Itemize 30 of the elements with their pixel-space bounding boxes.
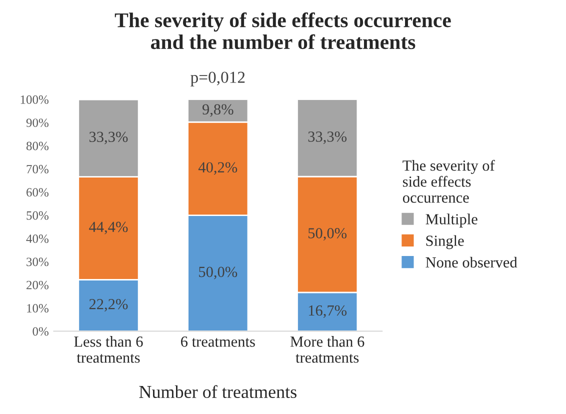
x-tick-label: 6 treatments xyxy=(181,336,255,347)
data-label: 33,3% xyxy=(89,132,128,144)
y-tick-label: 0% xyxy=(32,327,48,336)
data-label: 9,8% xyxy=(202,104,234,117)
y-tick-label: 70% xyxy=(26,164,48,174)
text: p=0,012 xyxy=(190,72,245,86)
y-tick-label: 20% xyxy=(26,280,48,290)
data-label: 50,0% xyxy=(199,266,238,280)
y-tick-label: 90% xyxy=(26,118,48,128)
chart-title: The severity of side effects occurrence and the number of treatments xyxy=(114,12,451,50)
y-tick-label: 40% xyxy=(26,234,48,243)
data-label: 33,3% xyxy=(308,131,347,144)
data-label: 40,2% xyxy=(198,162,238,175)
x-tick-label: More than 6 treatments xyxy=(290,336,364,363)
legend-title: The severity of side effects occurrence xyxy=(402,160,495,203)
y-tick-label: 100% xyxy=(20,95,48,104)
data-label: 44,4% xyxy=(89,222,128,234)
x-tick-label: Less than 6 treatments xyxy=(74,336,143,363)
legend-label: None observed xyxy=(426,256,518,268)
y-tick-label: 10% xyxy=(27,304,48,313)
data-label: 50,0% xyxy=(308,228,347,241)
legend-label: Multiple xyxy=(426,214,478,228)
x-axis-title: Number of treatments xyxy=(139,385,296,398)
data-label: 22,2% xyxy=(89,298,128,312)
y-tick-label: 60% xyxy=(26,188,48,197)
legend-label: Single xyxy=(426,235,464,250)
y-tick-label: 80% xyxy=(26,142,48,150)
data-label: 16,7% xyxy=(308,305,347,318)
y-tick-label: 50% xyxy=(26,211,48,220)
y-tick-label: 30% xyxy=(26,258,48,266)
